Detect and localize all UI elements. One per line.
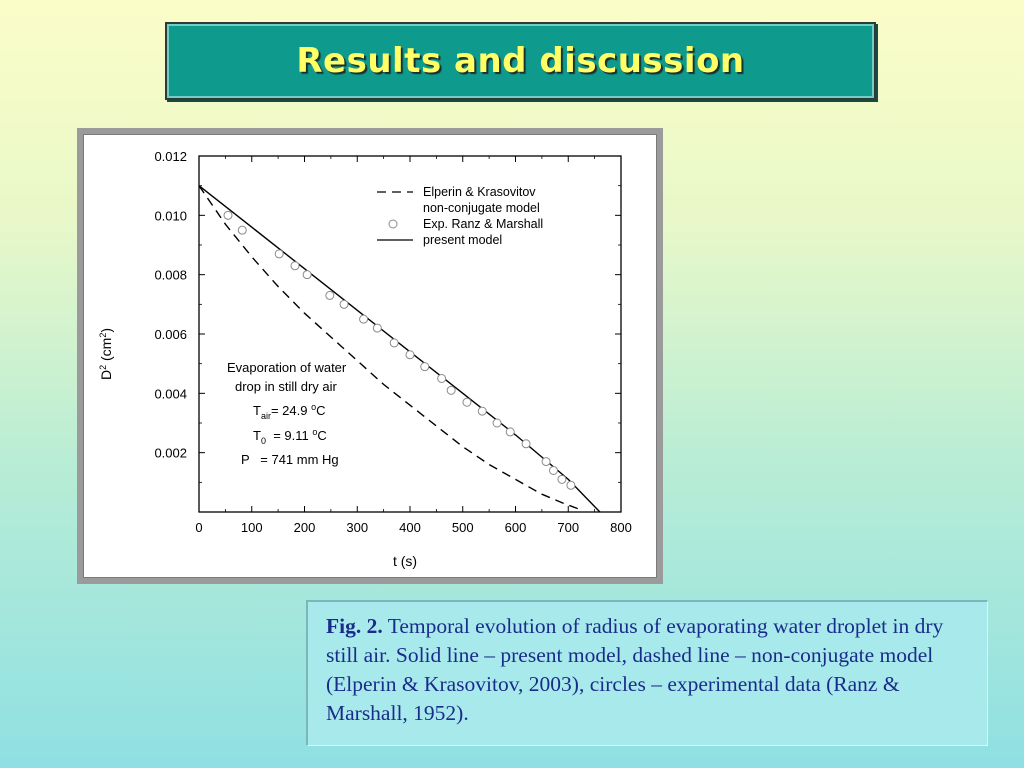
data-point-circle bbox=[389, 338, 399, 348]
y-tick-label: 0.012 bbox=[154, 149, 187, 164]
caption-label: Fig. 2. bbox=[326, 614, 383, 638]
y-tick-label: 0.002 bbox=[154, 446, 187, 461]
data-point-circle bbox=[420, 362, 430, 372]
legend-entry-label: Elperin & Krasovitov bbox=[423, 185, 536, 199]
x-tick-label: 800 bbox=[610, 520, 632, 535]
x-tick-label: 500 bbox=[452, 520, 474, 535]
y-axis-label: D2 (cm2) bbox=[98, 328, 114, 380]
data-point-circle bbox=[405, 350, 415, 360]
data-point-circle bbox=[372, 323, 382, 333]
x-tick-label: 600 bbox=[505, 520, 527, 535]
data-point-circle bbox=[548, 465, 558, 475]
data-point-circle bbox=[492, 418, 502, 428]
annotation-tair: Tair= 24.9 oC bbox=[253, 402, 326, 421]
annotation-line-2: drop in still dry air bbox=[235, 379, 338, 394]
x-tick-label: 400 bbox=[399, 520, 421, 535]
legend-entry-label: Exp. Ranz & Marshall bbox=[423, 217, 543, 231]
figure-caption: Fig. 2. Temporal evolution of radius of … bbox=[306, 600, 988, 746]
y-tick-label: 0.004 bbox=[154, 386, 187, 401]
data-point-circle bbox=[505, 427, 515, 437]
data-point-circle bbox=[325, 290, 335, 300]
data-point-circle bbox=[359, 314, 369, 324]
chart-annotation: Evaporation of water drop in still dry a… bbox=[227, 360, 347, 467]
x-tick-label: 700 bbox=[557, 520, 579, 535]
data-point-circle bbox=[339, 299, 349, 309]
data-point-circle bbox=[462, 397, 472, 407]
annotation-pressure: P = 741 mm Hg bbox=[241, 452, 339, 467]
chart: 0 100 200 300 400 500 600 700 800 0.002 0.004 0.006… bbox=[98, 149, 632, 569]
series-line-dashed bbox=[198, 185, 580, 510]
data-point-circle bbox=[437, 374, 447, 383]
data-point-circle bbox=[521, 439, 531, 449]
data-point-circle bbox=[541, 457, 551, 467]
y-tick-label: 0.006 bbox=[154, 327, 187, 342]
slide-title: Results and discussion bbox=[296, 41, 745, 81]
data-point-circle bbox=[302, 270, 312, 280]
x-tick-label: 0 bbox=[195, 520, 202, 535]
data-point-circle bbox=[223, 210, 233, 220]
slide-title-box: Results and discussion bbox=[165, 22, 876, 100]
x-tick-label: 100 bbox=[241, 520, 263, 535]
legend-symbol-circle bbox=[388, 219, 398, 229]
y-tick-label: 0.010 bbox=[154, 208, 187, 223]
annotation-line-1: Evaporation of water bbox=[227, 360, 347, 375]
data-point-circle bbox=[557, 474, 567, 484]
data-point-circle bbox=[566, 480, 576, 490]
data-point-circle bbox=[237, 225, 247, 235]
data-point-circle bbox=[446, 385, 456, 395]
chart-frame: 0 100 200 300 400 500 600 700 800 0.002 0.004 0.006… bbox=[77, 128, 663, 584]
x-axis-label: t (s) bbox=[393, 553, 417, 569]
x-tick-label: 200 bbox=[294, 520, 316, 535]
data-point-circle bbox=[274, 249, 284, 259]
y-tick-label: 0.008 bbox=[154, 268, 187, 283]
legend-entry-label: present model bbox=[423, 233, 502, 247]
x-tick-label: 300 bbox=[346, 520, 368, 535]
legend-entry-label: non-conjugate model bbox=[423, 201, 540, 215]
data-point-circle bbox=[290, 261, 300, 271]
caption-text: Temporal evolution of radius of evaporat… bbox=[326, 614, 944, 725]
annotation-t0: T0 = 9.11 oC bbox=[253, 427, 327, 446]
data-point-circle bbox=[477, 406, 487, 416]
